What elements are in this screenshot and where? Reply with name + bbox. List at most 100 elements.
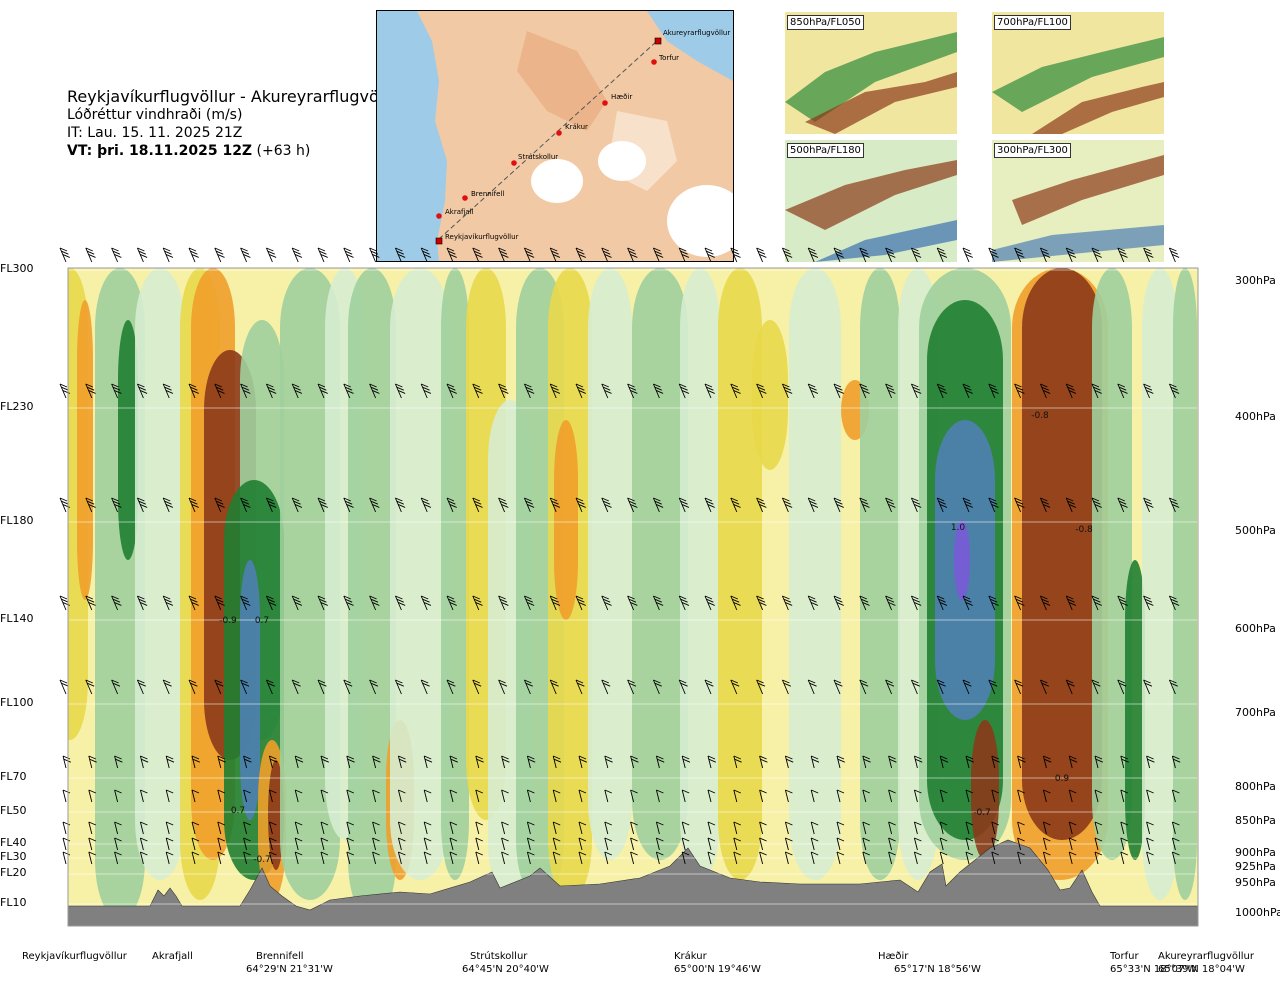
wind-barb [549,247,561,263]
flight-level-label: FL230 [0,400,34,413]
thumb-500-map [785,140,957,262]
velocity-contour [1125,560,1145,860]
thumb-850[interactable]: 850hPa/FL050 [785,12,957,134]
wind-barb [1120,837,1128,851]
wind-barb [114,789,122,803]
wind-barb [188,595,199,611]
wind-barb [601,497,612,513]
wind-barb [475,789,483,803]
wind-barb [397,821,406,835]
wind-barb [807,595,819,611]
wind-barb [575,679,585,695]
route-title: Reykjavíkurflugvöllur - Akureyrarflugvöl… [67,87,405,106]
wind-barb [704,679,714,695]
wind-barb [423,821,432,835]
wind-barb [962,679,972,695]
waypoint-name: Brennifell [256,951,304,962]
thumb-700[interactable]: 700hPa/FL100 [992,12,1164,134]
wind-barb [888,755,897,769]
wind-barb [394,247,406,263]
wind-barb [111,497,122,513]
wind-barb [652,595,664,611]
wind-barb [1168,595,1180,611]
wind-barb [88,755,97,769]
waypoint-coordinate: 65°39'N 18°04'W [1158,964,1245,975]
wind-barb [265,497,277,513]
thumb-500-label: 500hPa/FL180 [787,143,864,158]
waypoint-name: Reykjavíkurflugvöllur [22,951,127,962]
wind-barb [965,851,974,865]
thumb-300[interactable]: 300hPa/FL300 [992,140,1164,262]
wind-barb [1017,837,1025,851]
wind-barb [372,789,380,803]
flight-level-label: FL20 [0,866,27,879]
chart-header: Reykjavíkurflugvöllur - Akureyrarflugvöl… [67,88,404,160]
wind-barb [859,497,870,513]
wind-barb [759,851,767,865]
wind-barb [369,247,380,263]
wind-barb [939,755,949,769]
wind-barb [1014,383,1025,399]
wind-barb [836,789,845,803]
wind-barb [1117,679,1127,695]
wind-barb [265,679,275,695]
route-point-label: Akrafjall [445,208,474,216]
wind-barb [1091,247,1102,263]
wind-barb [397,851,406,865]
wind-barb [291,247,303,263]
wind-barb [549,497,561,513]
velocity-contour [441,268,469,880]
wind-barb [552,821,561,835]
wind-barb [217,821,225,835]
wind-barb [833,679,843,695]
flight-level-label: FL70 [0,770,27,783]
wind-barb [240,497,251,513]
wind-barb [446,497,457,513]
wind-barb [188,383,199,399]
wind-barb [991,755,1000,769]
waypoint-coordinate: 65°17'N 18°56'W [894,964,981,975]
wind-barb [988,383,999,399]
velocity-contour [680,268,720,880]
wind-barb [1017,755,1026,769]
wind-barb [962,247,973,263]
wind-barb [784,851,793,865]
pressure-level-label: 900hPa [1235,846,1276,859]
wind-barb [1146,755,1155,769]
wind-barb [655,755,665,769]
wind-barb [833,595,844,611]
wind-barb [678,679,688,695]
wind-barb [1171,755,1181,769]
waypoint-label: Akrafjall [152,950,193,963]
wind-barb [936,679,946,695]
wind-barb [1146,837,1154,851]
wind-barb [784,755,794,769]
wind-barb [394,383,406,399]
thumb-500[interactable]: 500hPa/FL180 [785,140,957,262]
wind-barb [730,679,740,695]
wind-barb [217,755,226,769]
wind-barb [62,821,71,835]
wind-barb [707,755,716,769]
wind-barb [836,821,845,835]
wind-barb [652,497,664,513]
wind-barb [604,821,612,835]
wind-barb [655,821,664,835]
wind-barb [1146,789,1154,803]
wind-barb [784,789,793,803]
wind-barb [85,595,96,611]
route-point-marker [556,130,562,136]
velocity-contour [1142,268,1178,900]
wind-barb [733,821,741,835]
wind-barb [114,821,122,835]
wind-barb [369,497,380,513]
wind-barb [191,851,200,865]
wind-barb [394,497,406,513]
wind-barb [475,837,483,851]
contour-value-label: 0.7 [231,806,245,816]
wind-barb [1014,679,1024,695]
pressure-level-label: 300hPa [1235,274,1276,287]
wind-barb [578,851,587,865]
wind-barb [630,821,638,835]
wind-barb [498,247,509,263]
